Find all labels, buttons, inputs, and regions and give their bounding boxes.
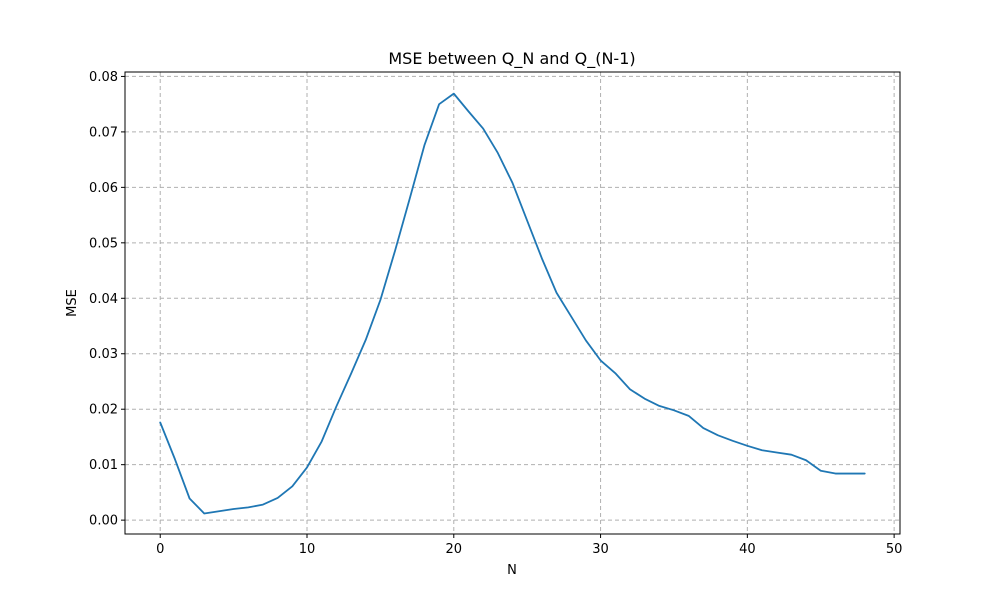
x-tick-label: 30: [592, 542, 609, 557]
y-tick-label: 0.08: [89, 70, 118, 85]
y-tick-label: 0.07: [89, 125, 118, 140]
x-tick-label: 40: [739, 542, 756, 557]
y-axis-label: MSE: [65, 289, 80, 317]
y-tick-label: 0.06: [89, 181, 118, 196]
chart-title: MSE between Q_N and Q_(N-1): [388, 49, 635, 69]
x-tick-label: 0: [156, 542, 164, 557]
y-tick-label: 0.05: [89, 236, 118, 251]
x-tick-label: 20: [446, 542, 463, 557]
plot-area-frame: [124, 71, 901, 535]
y-tick-label: 0.03: [89, 347, 118, 362]
y-tick-label: 0.04: [89, 292, 118, 307]
y-tick-label: 0.01: [89, 458, 118, 473]
mse-series-line: [159, 92, 866, 515]
x-tick-label: 50: [886, 542, 903, 557]
y-tick-label: 0.00: [89, 514, 118, 529]
ticks-layer: 0 10 20 30 40 50 0.00 0.01 0.02 0.03 0.04 0.05 0.06 0…: [89, 70, 902, 557]
x-tick-label: 10: [299, 542, 316, 557]
x-axis-label: N: [507, 563, 517, 578]
series-layer: [159, 92, 866, 515]
y-tick-label: 0.02: [89, 403, 118, 418]
grid-layer: [125, 72, 900, 534]
